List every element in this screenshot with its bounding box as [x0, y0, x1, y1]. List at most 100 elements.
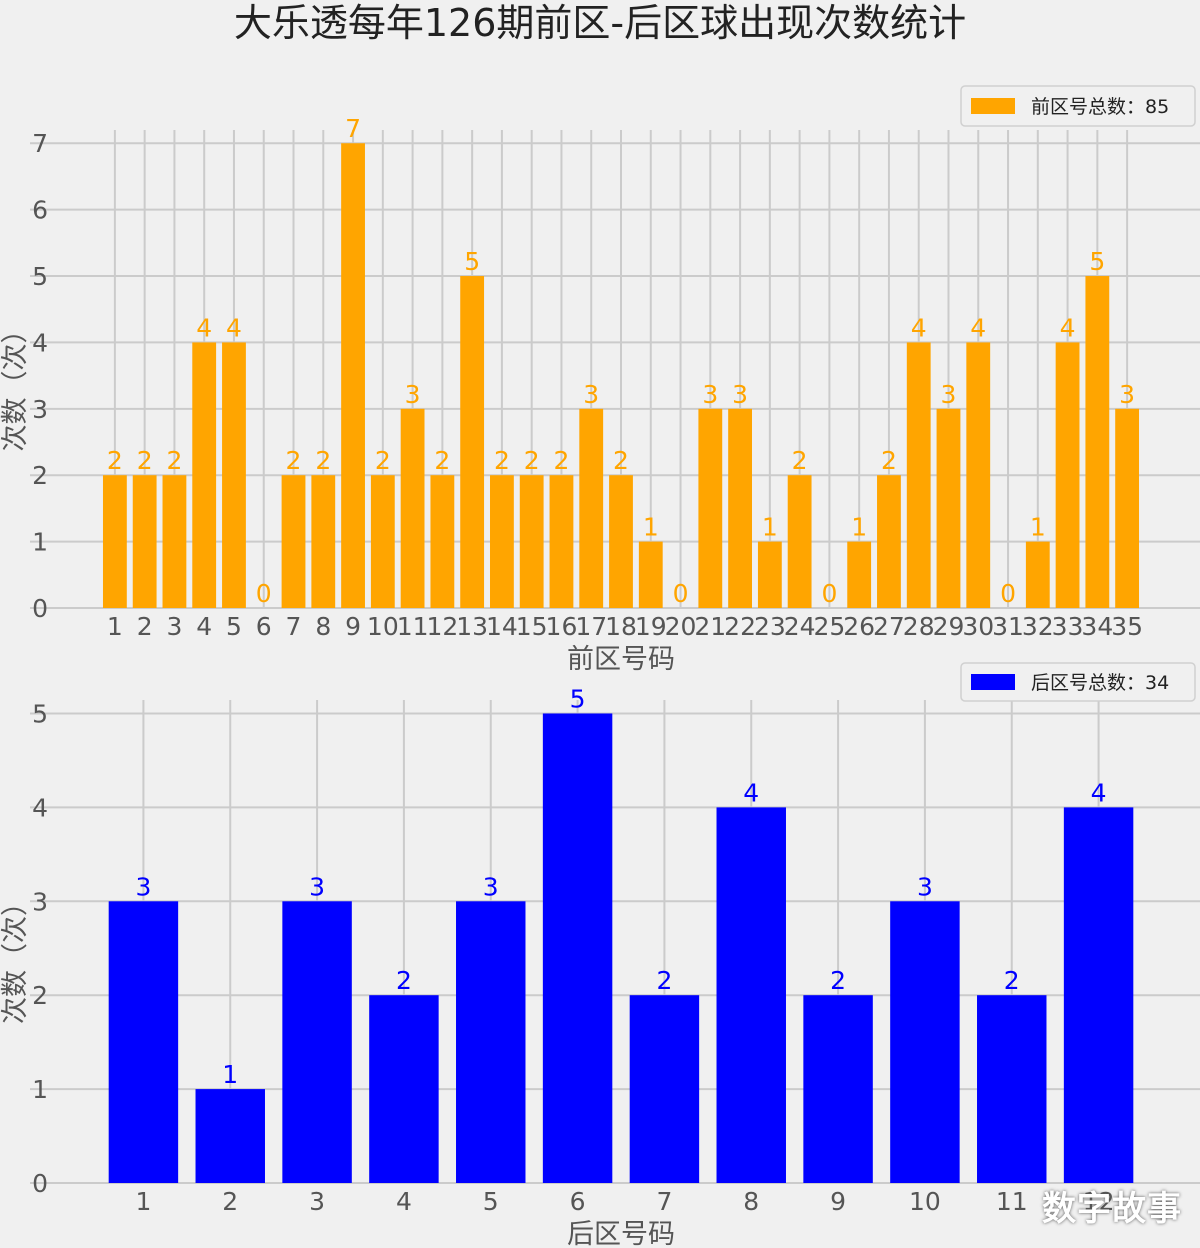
front-xtick-label: 11 — [397, 612, 429, 641]
back-ytick-label: 4 — [32, 793, 48, 822]
front-value-label: 0 — [256, 579, 272, 608]
front-value-label: 4 — [911, 313, 927, 342]
front-value-label: 1 — [762, 513, 778, 542]
back-legend-box — [960, 662, 1196, 702]
back-xtick-label: 7 — [656, 1187, 672, 1216]
back-bar — [456, 901, 526, 1183]
front-xtick-label: 2 — [137, 612, 153, 641]
front-bar — [698, 408, 723, 608]
back-xtick-label: 6 — [570, 1187, 586, 1216]
front-xtick-label: 12 — [426, 612, 458, 641]
back-xtick-label: 2 — [222, 1187, 238, 1216]
front-xtick-label: 18 — [605, 612, 637, 641]
front-value-label: 1 — [643, 513, 659, 542]
front-value-label: 2 — [494, 446, 510, 475]
front-value-label: 3 — [405, 380, 421, 409]
front-ytick-label: 6 — [32, 196, 48, 225]
front-xtick-label: 23 — [754, 612, 786, 641]
front-xtick-label: 17 — [575, 612, 607, 641]
front-xtick-label: 7 — [286, 612, 302, 641]
front-bar — [370, 475, 395, 608]
front-xtick-label: 3 — [166, 612, 182, 641]
front-xtick-label: 22 — [724, 612, 756, 641]
back-xtick-label: 12 — [1083, 1187, 1115, 1216]
front-bar — [966, 342, 991, 608]
front-xtick-label: 5 — [226, 612, 242, 641]
back-zone-chart: 012345311233243556274829310211412后区号码次数（… — [0, 662, 1200, 1248]
front-value-label: 2 — [286, 446, 302, 475]
back-bar — [542, 713, 613, 1183]
front-xtick-label: 33 — [1052, 612, 1084, 641]
front-bar — [281, 475, 306, 608]
back-value-label: 5 — [570, 684, 586, 713]
front-bar — [162, 475, 187, 608]
front-bar — [877, 475, 901, 608]
front-xtick-label: 4 — [196, 612, 212, 641]
front-value-label: 3 — [732, 380, 748, 409]
front-value-label: 7 — [345, 114, 361, 143]
back-ytick-label: 0 — [32, 1169, 48, 1198]
back-xtick-label: 8 — [743, 1187, 759, 1216]
front-value-label: 2 — [166, 446, 182, 475]
front-bar — [192, 342, 217, 608]
front-xtick-label: 27 — [873, 612, 905, 641]
back-ylabel: 次数（次） — [0, 889, 31, 1024]
front-value-label: 3 — [941, 380, 957, 409]
front-xtick-label: 34 — [1081, 612, 1113, 641]
back-ytick-label: 1 — [32, 1075, 48, 1104]
back-value-label: 3 — [917, 872, 933, 901]
back-ytick-label: 2 — [32, 981, 48, 1010]
back-value-label: 3 — [483, 872, 499, 901]
front-value-label: 3 — [1119, 380, 1135, 409]
back-bar — [1063, 807, 1134, 1183]
watermark: 数字故事 — [1042, 1189, 1182, 1229]
back-value-label: 4 — [743, 778, 759, 807]
front-xtick-label: 16 — [546, 612, 578, 641]
front-ytick-label: 5 — [32, 262, 48, 291]
front-xtick-label: 26 — [843, 612, 875, 641]
back-bar — [890, 901, 960, 1183]
back-bar — [282, 901, 352, 1183]
front-value-label: 2 — [881, 446, 897, 475]
front-bar — [906, 342, 931, 608]
front-bar — [400, 408, 425, 608]
front-xtick-label: 14 — [486, 612, 518, 641]
back-bar — [195, 1089, 265, 1183]
front-xtick-label: 25 — [813, 612, 845, 641]
front-ytick-label: 4 — [32, 328, 48, 357]
front-bar — [1055, 342, 1080, 608]
front-value-label: 2 — [434, 446, 450, 475]
front-bar — [549, 475, 574, 608]
back-value-label: 3 — [309, 872, 325, 901]
front-xtick-label: 19 — [635, 612, 667, 641]
front-bar — [430, 475, 455, 608]
front-xtick-label: 15 — [516, 612, 548, 641]
back-value-label: 2 — [830, 966, 846, 995]
front-value-label: 4 — [196, 313, 212, 342]
back-xtick-label: 3 — [309, 1187, 325, 1216]
back-xtick-label: 11 — [996, 1187, 1028, 1216]
front-value-label: 2 — [107, 446, 123, 475]
back-xtick-label: 9 — [830, 1187, 846, 1216]
front-value-label: 3 — [702, 380, 718, 409]
front-legend-label: 前区号总数：85 — [1031, 96, 1169, 118]
back-value-label: 2 — [1004, 966, 1020, 995]
front-ytick-label: 7 — [32, 129, 48, 158]
back-xtick-label: 10 — [909, 1187, 941, 1216]
front-bar — [847, 541, 872, 608]
front-xtick-label: 20 — [665, 612, 697, 641]
front-bar — [311, 475, 336, 608]
front-value-label: 0 — [821, 579, 837, 608]
back-xtick-label: 5 — [483, 1187, 499, 1216]
front-xlabel: 前区号码 — [567, 644, 675, 675]
back-legend-label: 后区号总数：34 — [1031, 672, 1169, 694]
front-xtick-label: 24 — [784, 612, 816, 641]
back-xtick-label: 1 — [135, 1187, 151, 1216]
front-value-label: 2 — [315, 446, 331, 475]
front-bar — [609, 475, 633, 608]
front-xtick-label: 29 — [933, 612, 965, 641]
back-bar — [629, 995, 700, 1183]
front-xtick-label: 32 — [1022, 612, 1054, 641]
front-ytick-label: 1 — [32, 528, 48, 557]
front-xtick-label: 21 — [694, 612, 726, 641]
